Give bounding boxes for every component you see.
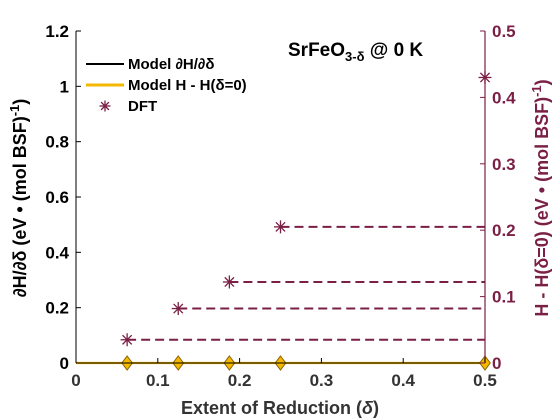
y-axis-right-label: H - H(δ=0) (eV • (mol BSF)-1) bbox=[529, 79, 552, 316]
x-tick-label: 0.3 bbox=[310, 371, 334, 390]
legend-label-model-dhdd: Model ∂H/∂δ bbox=[128, 56, 214, 73]
y-left-tick-label: 0.4 bbox=[45, 243, 69, 262]
y-left-tick-label: 0.2 bbox=[45, 299, 69, 318]
chart-annotation: SrFeO3-δ @ 0 K bbox=[288, 40, 423, 64]
y-axis-left-label: ∂H/∂δ (eV • (mol BSF)-1) bbox=[7, 99, 30, 298]
y-left-tick-label: 1.2 bbox=[45, 22, 69, 41]
dft-point bbox=[223, 275, 236, 288]
legend: Model ∂H/∂δ Model H - H(δ=0) DFT bbox=[86, 56, 247, 115]
legend-label-model-h: Model H - H(δ=0) bbox=[128, 77, 247, 94]
y-right-tick-label: 0.4 bbox=[492, 88, 516, 107]
y-right-tick-label: 0.2 bbox=[492, 221, 516, 240]
y-right-tick-label: 0.3 bbox=[492, 155, 516, 174]
x-tick-label: 0.4 bbox=[391, 371, 415, 390]
x-tick-label: 0 bbox=[71, 371, 80, 390]
y-right-tick-label: 0 bbox=[492, 354, 501, 373]
x-axis-label: Extent of Reduction (δ) bbox=[181, 398, 379, 418]
series-layer bbox=[76, 71, 492, 370]
dft-point bbox=[172, 302, 185, 315]
x-tick-label: 0.5 bbox=[473, 371, 497, 390]
y-left-tick-label: 0.8 bbox=[45, 133, 69, 152]
y-right-tick-label: 0.5 bbox=[492, 22, 516, 41]
legend-star-icon bbox=[100, 101, 111, 112]
y-left-tick-label: 0.6 bbox=[45, 188, 69, 207]
y-left-tick-label: 1 bbox=[60, 77, 69, 96]
legend-label-dft: DFT bbox=[128, 98, 157, 115]
tick-labels: 0 0.1 0.2 0.3 0.4 0.500.20.40.60.811.200.10.2… bbox=[45, 22, 516, 390]
x-tick-label: 0.2 bbox=[228, 371, 252, 390]
x-tick-label: 0.1 bbox=[146, 371, 170, 390]
y-left-tick-label: 0 bbox=[60, 354, 69, 373]
dft-point bbox=[121, 333, 134, 346]
legend-marker-dft bbox=[100, 101, 111, 112]
y-right-tick-label: 0.1 bbox=[492, 288, 516, 307]
dft-point bbox=[274, 220, 287, 233]
